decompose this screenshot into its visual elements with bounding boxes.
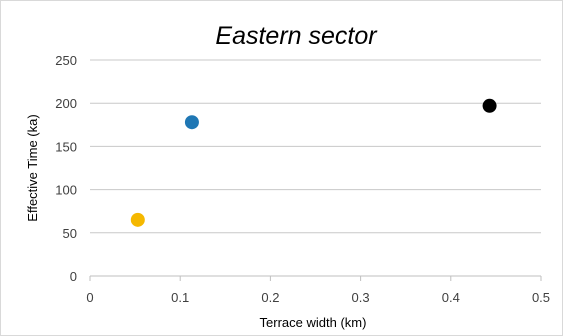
y-tick-label: 200 [55,96,77,111]
y-tick-labels: 0 50 100 150 200 250 [55,53,77,284]
x-axis-ticks [89,276,542,281]
chart-title: Eastern sector [215,22,378,50]
x-tick-label: 0.3 [352,290,370,305]
data-point [482,98,497,113]
data-points [130,98,497,227]
y-tick-label: 50 [63,226,77,241]
x-tick-labels: 0 0.1 0.2 0.3 0.4 0.5 [86,290,550,305]
y-tick-label: 0 [70,269,77,284]
y-axis-label: Effective Time (ka) [25,114,40,221]
y-tick-label: 250 [55,53,77,68]
x-tick-label: 0.1 [171,290,189,305]
x-tick-label: 0.2 [261,290,279,305]
y-tick-label: 150 [55,139,77,154]
y-tick-label: 100 [55,183,77,198]
data-point [130,212,145,227]
y-gridlines [90,59,541,234]
x-tick-label: 0.4 [442,290,460,305]
data-point [184,115,199,130]
x-axis-label: Terrace width (km) [260,315,367,330]
x-tick-label: 0.5 [532,290,550,305]
x-tick-label: 0 [86,290,93,305]
